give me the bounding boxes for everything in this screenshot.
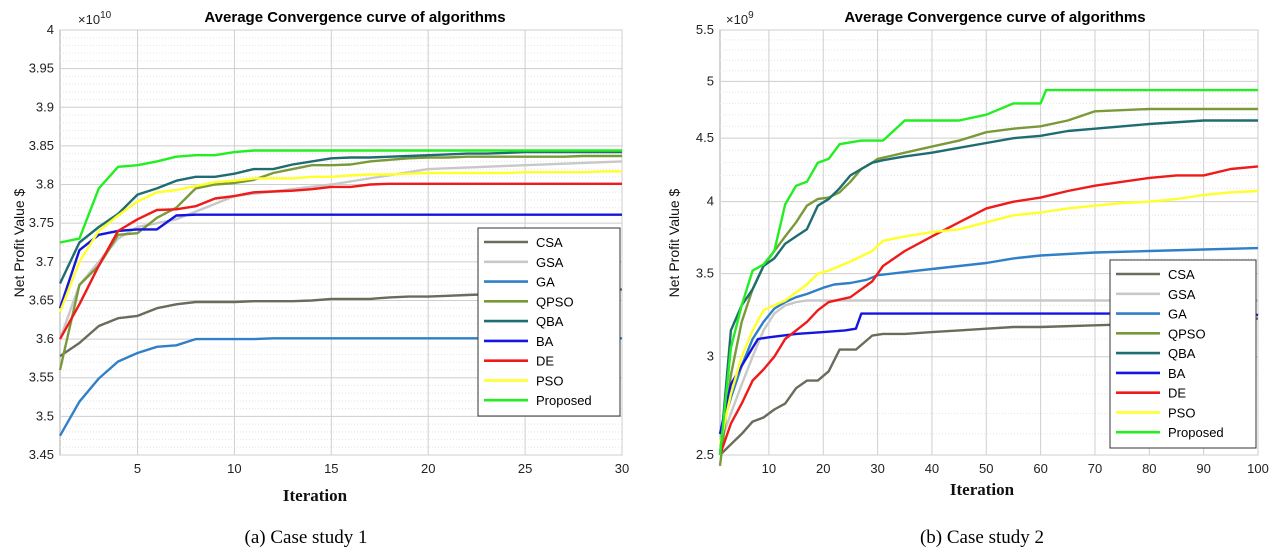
y-tick-label: 3.55 [29, 370, 54, 385]
y-axis-label-b: Net Profit Value $ [666, 188, 682, 297]
chart-title-a: Average Convergence curve of algorithms [204, 9, 505, 26]
y-tick-label: 3.45 [29, 447, 54, 462]
series-line-proposed [718, 88, 1258, 456]
legend-label: PSO [1168, 405, 1195, 420]
legend-label: GA [536, 275, 555, 290]
x-tick-label: 60 [1033, 461, 1047, 476]
legend-label: GSA [536, 255, 564, 270]
caption-b: (b) Case study 2 [920, 527, 1044, 548]
x-tick-label: 50 [979, 461, 993, 476]
legend-label: BA [536, 334, 554, 349]
y-tick-label: 3.6 [36, 331, 54, 346]
y-tick-label: 3.95 [29, 61, 54, 76]
x-axis-label-a: Iteration [283, 486, 348, 505]
exponent-label-b: ×109 [726, 10, 754, 27]
legend-label: QBA [536, 314, 564, 329]
y-tick-label: 2.5 [696, 447, 714, 462]
x-tick-label: 90 [1196, 461, 1210, 476]
series-line-qpso [58, 154, 622, 371]
legend-label: QPSO [1168, 326, 1206, 341]
legend-label: CSA [1168, 267, 1195, 282]
y-tick-label: 3.85 [29, 138, 54, 153]
legend-label: CSA [536, 235, 563, 250]
y-tick-label: 4 [47, 22, 54, 37]
chart-title-b: Average Convergence curve of algorithms [844, 9, 1145, 26]
y-tick-label: 5.5 [696, 22, 714, 37]
x-tick-label: 10 [762, 461, 776, 476]
series-lines-b [718, 88, 1259, 467]
legend-a: CSA GSA GA QPSO QBA BA DE PSO Proposed [477, 227, 621, 417]
x-tick-label: 25 [518, 461, 532, 476]
y-tick-label: 3.5 [696, 266, 714, 281]
grid-b [720, 29, 1259, 456]
y-tick-label: 3 [707, 349, 714, 364]
y-tick-label: 3.9 [36, 99, 54, 114]
y-tick-label: 3.65 [29, 292, 54, 307]
y-tick-label: 3.5 [36, 408, 54, 423]
series-line-ba [58, 213, 622, 309]
x-tick-label: 100 [1247, 461, 1269, 476]
series-line-qba [718, 119, 1258, 456]
caption-a: (a) Case study 1 [245, 527, 368, 548]
chart-panel-b: 10 20 30 40 50 60 70 80 90 100 2.5 3 3.5 4 4.5 5 5.5 Av… [666, 9, 1269, 548]
legend-label: PSO [536, 373, 563, 388]
y-tick-label: 3.75 [29, 215, 54, 230]
x-axis-label-b: Iteration [950, 480, 1015, 499]
series-line-csa [719, 317, 1259, 456]
legend-label: DE [536, 354, 554, 369]
exponent-label-a: ×1010 [78, 10, 112, 27]
x-tick-label: 30 [870, 461, 884, 476]
x-ticks-a: 5 10 15 20 25 30 [134, 461, 629, 476]
x-tick-label: 20 [421, 461, 435, 476]
series-line-de [58, 182, 622, 340]
x-tick-label: 15 [324, 461, 338, 476]
x-tick-label: 20 [816, 461, 830, 476]
x-tick-label: 70 [1088, 461, 1102, 476]
y-ticks-a: 3.45 3.5 3.55 3.6 3.65 3.7 3.75 3.8 3.85 3.9 3.95 4 [29, 22, 54, 462]
series-line-pso [718, 189, 1259, 445]
y-tick-label: 3.8 [36, 177, 54, 192]
legend-label: QBA [1168, 346, 1196, 361]
y-ticks-b: 2.5 3 3.5 4 4.5 5 5.5 [696, 22, 714, 462]
x-ticks-b: 10 20 30 40 50 60 70 80 90 100 [762, 461, 1269, 476]
legend-label: Proposed [1168, 425, 1224, 440]
series-line-de [718, 165, 1259, 456]
legend-b: CSA GSA GA QPSO QBA BA DE PSO Proposed [1109, 259, 1257, 449]
legend-label: BA [1168, 366, 1186, 381]
series-line-qba [58, 150, 622, 285]
legend-label: DE [1168, 386, 1186, 401]
legend-label: Proposed [536, 393, 592, 408]
x-tick-label: 30 [615, 461, 629, 476]
series-line-ga [718, 246, 1259, 435]
legend-label: GSA [1168, 287, 1196, 302]
x-tick-label: 10 [227, 461, 241, 476]
series-line-pso [58, 170, 622, 313]
y-tick-label: 4.5 [696, 130, 714, 145]
x-tick-label: 5 [134, 461, 141, 476]
y-tick-label: 3.7 [36, 254, 54, 269]
legend-label: QPSO [536, 294, 574, 309]
y-tick-label: 5 [707, 73, 714, 88]
series-line-proposed [59, 149, 622, 244]
x-tick-label: 80 [1142, 461, 1156, 476]
chart-panel-a: 5 10 15 20 25 30 3.45 3.5 3.55 3.6 3.65 3.7 3.75 3.8… [11, 9, 629, 548]
x-tick-label: 40 [925, 461, 939, 476]
y-axis-label-a: Net Profit Value $ [11, 188, 27, 297]
series-line-gsa [718, 299, 1258, 445]
legend-label: GA [1168, 307, 1187, 322]
y-tick-label: 4 [707, 194, 714, 209]
